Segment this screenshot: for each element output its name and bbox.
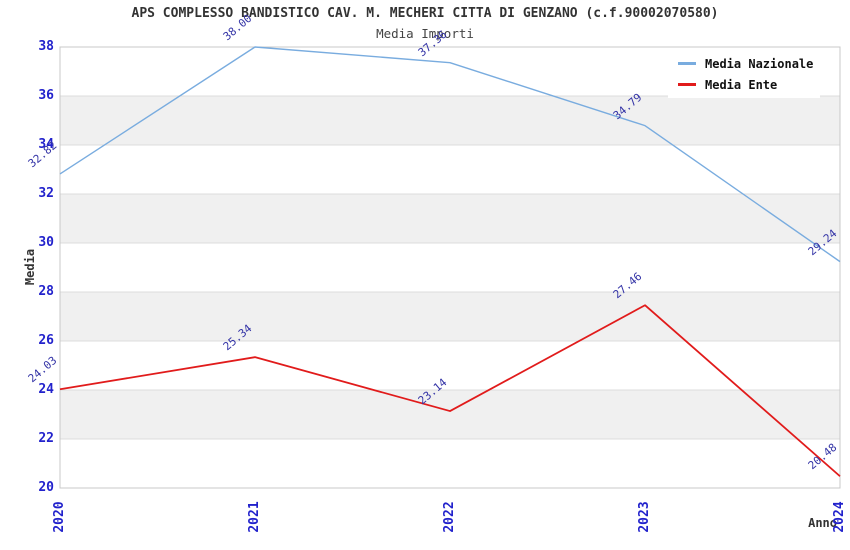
legend-label: Media Ente	[705, 77, 778, 92]
y-tick-label: 22	[38, 431, 54, 446]
background-band	[60, 390, 840, 439]
y-tick-label: 34	[38, 137, 54, 152]
legend-line-swatch-icon	[678, 62, 696, 65]
x-tick-label: 2024	[832, 501, 847, 533]
chart-title: APS COMPLESSO BANDISTICO CAV. M. MECHERI…	[131, 6, 719, 21]
series-line-media-ente	[59, 304, 841, 477]
y-tick-label: 30	[38, 235, 54, 250]
plot-border	[59, 46, 841, 489]
legend-item: Media Ente	[668, 78, 820, 92]
y-tick-label: 36	[38, 88, 54, 103]
x-axis-title: Anno	[808, 516, 837, 530]
x-tick-label: 2023	[637, 501, 652, 533]
y-tick-label: 38	[38, 39, 54, 54]
chart-subtitle: Media Importi	[376, 26, 474, 41]
legend-item: Media Nazionale	[668, 57, 820, 71]
y-tick-label: 32	[38, 186, 54, 201]
chart-legend: Media Nazionale Media Ente	[668, 50, 820, 98]
legend-label: Media Nazionale	[705, 56, 814, 71]
background-band	[60, 96, 840, 145]
y-axis-title: Media	[23, 248, 37, 286]
background-band	[60, 292, 840, 341]
legend-line-swatch-icon	[678, 83, 696, 86]
background-band	[60, 194, 840, 243]
y-tick-label: 20	[38, 480, 54, 495]
y-tick-label: 28	[38, 284, 54, 299]
x-tick-label: 2022	[442, 501, 457, 533]
x-tick-label: 2021	[247, 501, 262, 533]
series-line-media-nazionale	[59, 46, 841, 263]
y-tick-label: 24	[38, 382, 54, 397]
y-tick-label: 26	[38, 333, 54, 348]
x-tick-label: 2020	[52, 501, 67, 533]
